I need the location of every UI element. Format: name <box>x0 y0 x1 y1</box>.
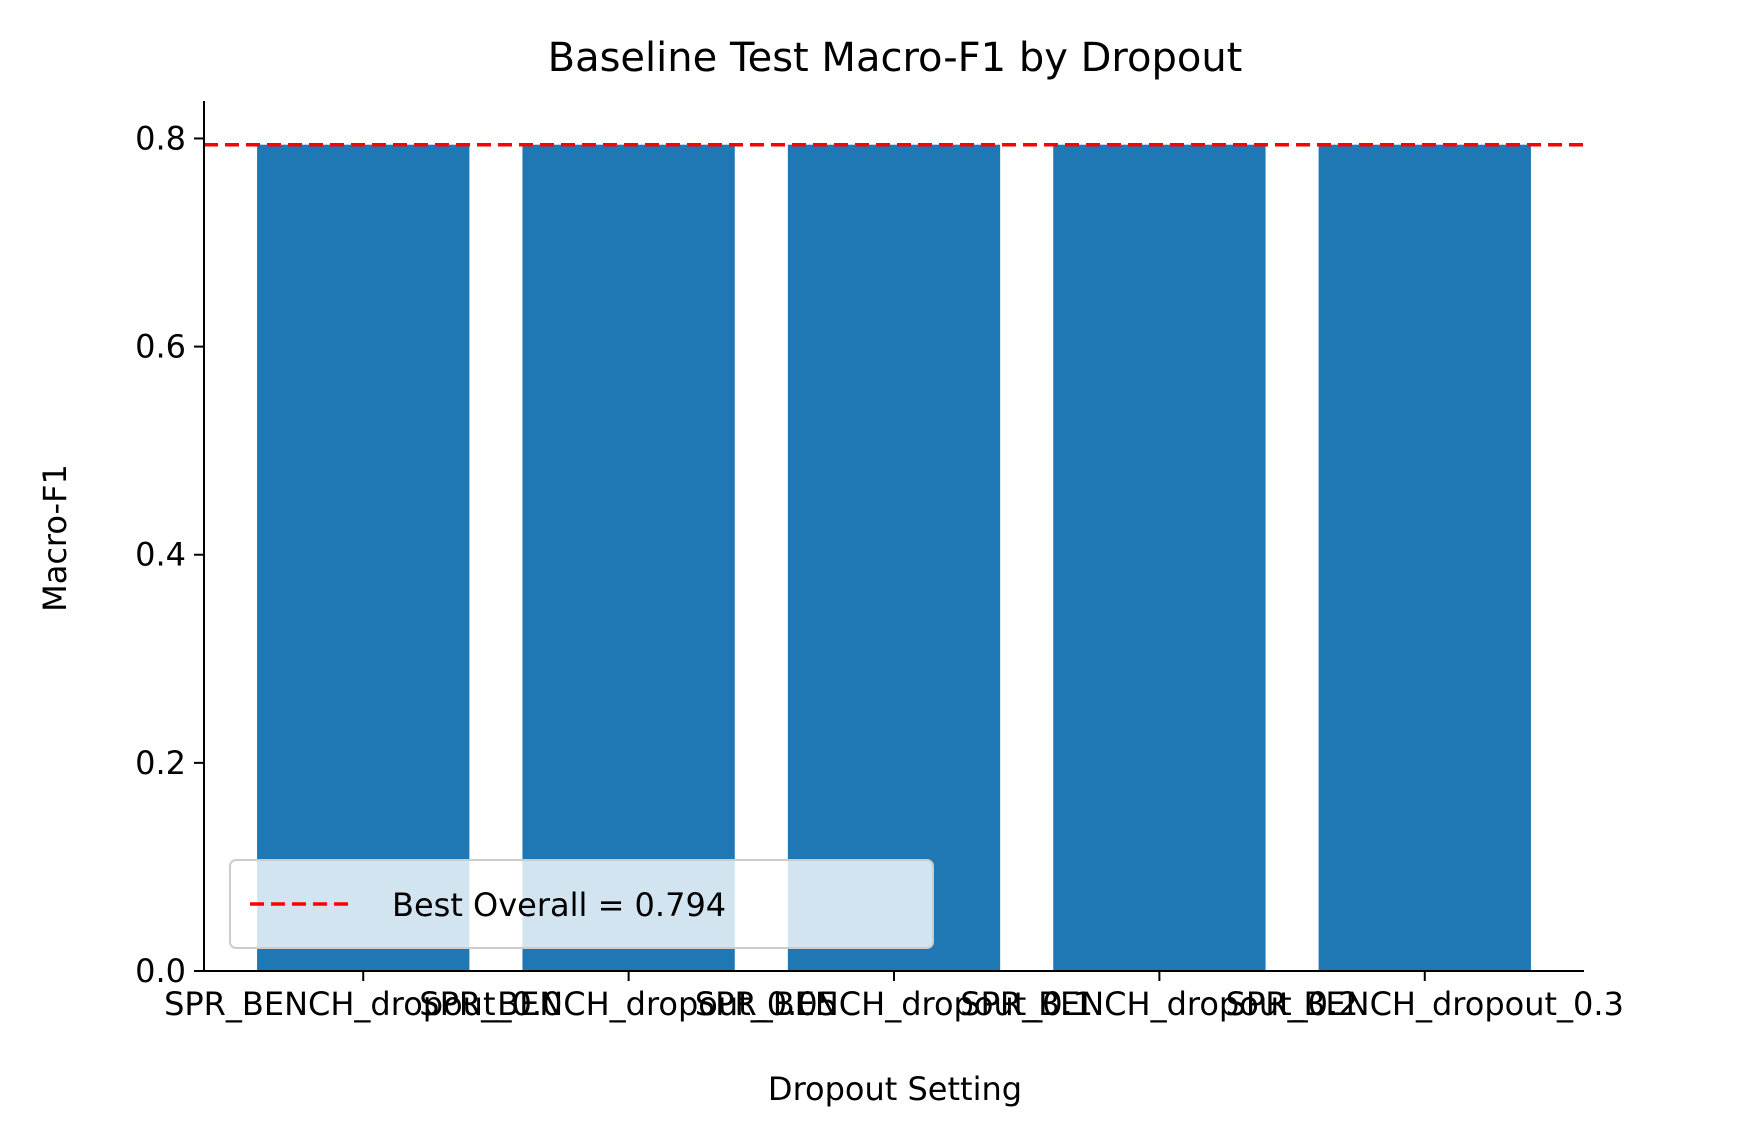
y-tick-label: 0.6 <box>135 328 186 366</box>
x-tick-label: SPR_BENCH_dropout_0.3 <box>1226 985 1624 1023</box>
bar-5 <box>1318 144 1531 971</box>
x-tick-label: SPR_BENCH_dropout_0.1 <box>695 985 1093 1023</box>
bar-2 <box>522 144 735 971</box>
y-ticks-group: 0.0 0.2 0.4 0.6 0.8 <box>135 119 204 990</box>
chart-title: Baseline Test Macro-F1 by Dropout <box>548 35 1243 81</box>
y-tick-label: 0.2 <box>135 744 186 782</box>
bar-1 <box>257 144 470 971</box>
bar-4 <box>1053 144 1266 971</box>
legend-label: Best Overall = 0.794 <box>392 886 726 924</box>
legend-box <box>229 859 934 949</box>
x-tick-label: SPR_BENCH_dropout_0.05 <box>419 985 838 1023</box>
legend: Best Overall = 0.794 <box>229 859 934 949</box>
x-axis-label: Dropout Setting <box>768 1070 1022 1108</box>
y-axis-label: Macro-F1 <box>36 464 74 612</box>
x-ticks-group: SPR_BENCH_dropout_0.0SPR_BENCH_dropout_0… <box>164 971 1624 1023</box>
y-tick-label: 0.8 <box>135 119 186 157</box>
bar-3 <box>787 144 1001 971</box>
x-tick-label: SPR_BENCH_dropout_0.2 <box>960 985 1358 1023</box>
bars-group <box>257 144 1531 971</box>
y-tick-label: 0.4 <box>135 536 186 574</box>
y-tick-label: 0.0 <box>135 952 186 990</box>
x-tick-label: SPR_BENCH_dropout_0.0 <box>164 985 562 1023</box>
